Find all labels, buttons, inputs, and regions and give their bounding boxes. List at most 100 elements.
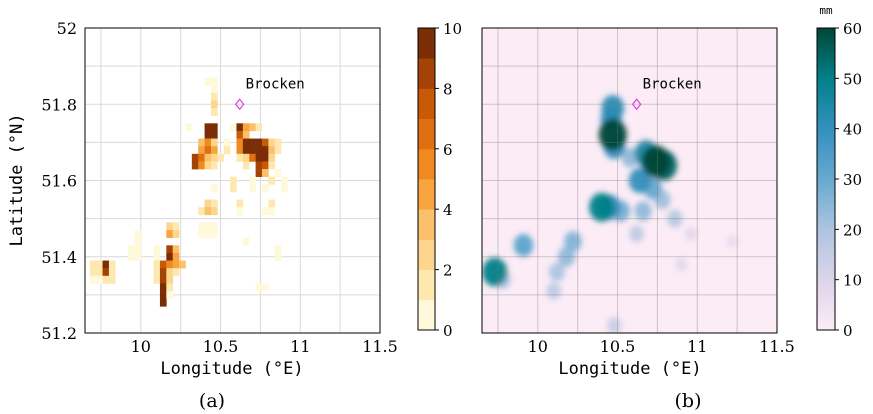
heatmap-cell-93 bbox=[242, 237, 250, 246]
panel-a-xtick-1: 10.5 bbox=[203, 337, 239, 356]
heatmap-cell-91 bbox=[134, 230, 142, 238]
heatmap-cell-84 bbox=[198, 230, 205, 238]
heatmap-cell-3 bbox=[210, 92, 218, 101]
heatmap-cell-79 bbox=[262, 207, 269, 216]
heatmap-cell-127 bbox=[153, 275, 161, 284]
heatmap-cell-35 bbox=[249, 146, 256, 155]
heatmap-cell-133 bbox=[262, 283, 269, 292]
colorbar-a-bin-7 bbox=[418, 88, 435, 119]
heatmap-cell-52 bbox=[198, 161, 205, 170]
heatmap-cell-113 bbox=[102, 260, 110, 269]
heatmap-cell-25 bbox=[255, 138, 263, 147]
heatmap-cell-28 bbox=[274, 138, 282, 147]
heatmap-cell-135 bbox=[166, 291, 174, 299]
colorbar-a-bin-5 bbox=[418, 148, 435, 180]
heatmap-cell-121 bbox=[166, 268, 174, 277]
heatmap-cell-68 bbox=[249, 184, 256, 193]
panel-a-label: (a) bbox=[199, 390, 225, 412]
heatmap-cell-56 bbox=[255, 161, 263, 170]
heatmap-cell-120 bbox=[159, 268, 167, 277]
heatmap-cell-92 bbox=[134, 237, 142, 246]
panel-b-brocken-label: Brocken bbox=[643, 76, 702, 92]
heatmap-cell-88 bbox=[172, 222, 180, 231]
heatmap-cell-6 bbox=[185, 123, 193, 132]
heatmap-cell-106 bbox=[153, 260, 161, 269]
heatmap-cell-36 bbox=[255, 146, 263, 155]
heatmap-cell-108 bbox=[166, 260, 174, 269]
colorbar-a-tick-4: 8 bbox=[443, 80, 453, 98]
colorbar-a-bins bbox=[418, 28, 435, 331]
panel-b-brocken-marker bbox=[631, 98, 642, 111]
colorbar-b-gradient bbox=[817, 28, 835, 330]
heatmap-cell-44 bbox=[217, 153, 225, 162]
field-blob-24 bbox=[482, 257, 508, 287]
heatmap-cell-90 bbox=[172, 230, 180, 238]
colorbar-a-tick-5: 10 bbox=[443, 20, 462, 38]
colorbar-b: 0 10 20 30 40 50 60 mm bbox=[816, 4, 862, 340]
heatmap-cell-77 bbox=[210, 207, 218, 216]
heatmap-cell-125 bbox=[102, 275, 110, 284]
panel-b: 10 10.5 11 11.5 Longitude (°E) Brocken (b) bbox=[481, 27, 795, 412]
heatmap-cell-71 bbox=[204, 199, 212, 208]
panel-a-frame bbox=[84, 27, 381, 334]
heatmap-cell-78 bbox=[236, 207, 244, 216]
colorbar-a-tick-1: 2 bbox=[443, 262, 453, 280]
field-blob-6 bbox=[667, 209, 683, 228]
panel-b-xtick-0: 10 bbox=[528, 337, 548, 356]
heatmap-cell-54 bbox=[210, 161, 218, 170]
panel-a-cells bbox=[89, 77, 288, 307]
heatmap-cell-122 bbox=[172, 268, 180, 277]
panel-b-xticks: 10 10.5 11 11.5 bbox=[528, 337, 795, 356]
heatmap-cell-86 bbox=[210, 230, 218, 238]
heatmap-cell-132 bbox=[255, 283, 263, 292]
heatmap-cell-57 bbox=[262, 161, 269, 170]
heatmap-cell-47 bbox=[249, 153, 256, 162]
heatmap-cell-104 bbox=[172, 252, 180, 261]
heatmap-cell-110 bbox=[179, 260, 186, 269]
heatmap-cell-62 bbox=[230, 176, 237, 185]
heatmap-cell-130 bbox=[159, 283, 167, 292]
heatmap-cell-134 bbox=[159, 291, 167, 299]
panel-a-ytick-1: 51.4 bbox=[41, 248, 77, 267]
heatmap-cell-98 bbox=[172, 245, 180, 254]
colorbar-a-bin-8 bbox=[418, 58, 435, 89]
panel-a-annotation: Brocken bbox=[234, 76, 305, 111]
heatmap-cell-31 bbox=[210, 146, 218, 155]
heatmap-cell-126 bbox=[108, 275, 116, 284]
heatmap-cell-1 bbox=[210, 77, 218, 86]
heatmap-cell-49 bbox=[262, 153, 269, 162]
heatmap-cell-99 bbox=[274, 245, 282, 254]
heatmap-cell-96 bbox=[153, 245, 161, 254]
heatmap-cell-26 bbox=[262, 138, 269, 147]
panel-a-brocken-marker bbox=[234, 98, 245, 111]
panel-a-xlabel: Longitude (°E) bbox=[160, 359, 303, 379]
panel-a: 10 10.5 11 11.5 51.2 51.4 51.6 51.8 52 Longitud… bbox=[7, 19, 398, 412]
panel-a-xtick-2: 11 bbox=[290, 337, 310, 356]
heatmap-cell-129 bbox=[166, 275, 174, 284]
heatmap-cell-15 bbox=[210, 130, 218, 139]
colorbar-a-bin-2 bbox=[418, 239, 435, 270]
heatmap-cell-103 bbox=[166, 252, 174, 261]
field-blob-21 bbox=[601, 95, 625, 122]
heatmap-cell-20 bbox=[210, 138, 218, 147]
heatmap-cell-0 bbox=[204, 77, 212, 86]
heatmap-cell-5 bbox=[210, 108, 218, 116]
panel-b-xlabel: Longitude (°E) bbox=[558, 359, 701, 379]
heatmap-cell-124 bbox=[96, 275, 103, 284]
colorbar-a-bin-1 bbox=[418, 269, 435, 301]
field-blob-5 bbox=[546, 282, 562, 300]
colorbar-b-tick-0: 0 bbox=[843, 322, 853, 340]
heatmap-cell-101 bbox=[134, 252, 142, 261]
panel-a-ylabel: Latitude (°N) bbox=[7, 113, 27, 246]
panel-a-xtick-0: 10 bbox=[131, 337, 151, 356]
heatmap-cell-107 bbox=[159, 260, 167, 269]
heatmap-cell-29 bbox=[198, 146, 205, 155]
colorbar-b-tick-1: 10 bbox=[843, 272, 862, 290]
colorbar-a-bin-3 bbox=[418, 209, 435, 240]
heatmap-cell-60 bbox=[262, 169, 269, 177]
heatmap-cell-82 bbox=[204, 222, 212, 231]
panel-a-ytick-3: 51.8 bbox=[41, 95, 77, 114]
field-blob-19 bbox=[628, 167, 651, 194]
heatmap-cell-80 bbox=[268, 207, 276, 216]
